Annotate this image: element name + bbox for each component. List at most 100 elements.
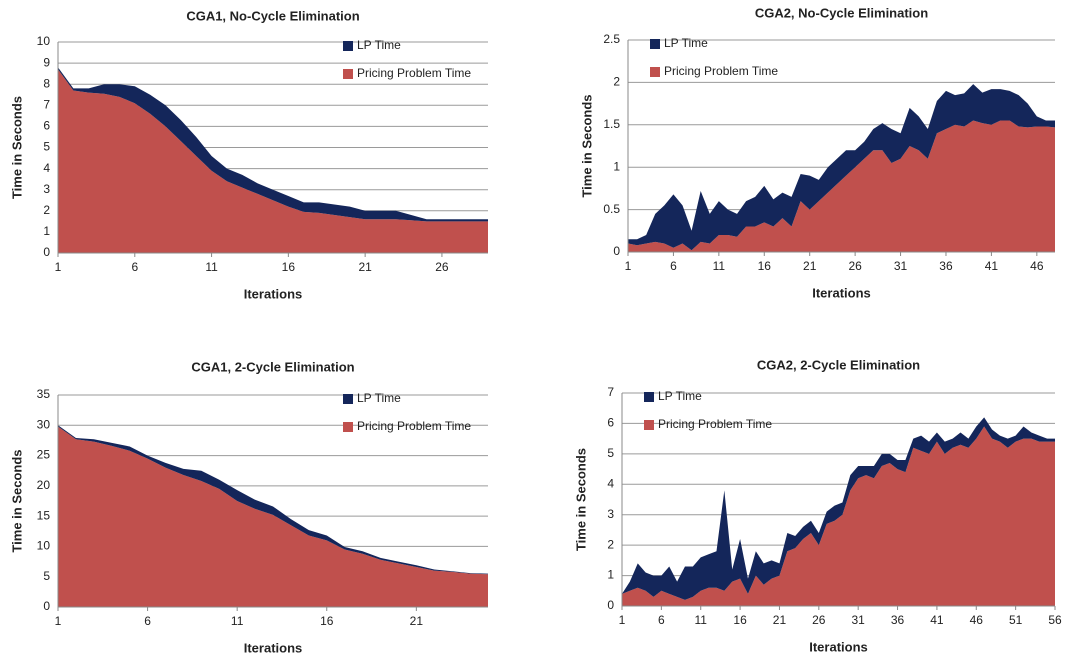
y-tick-label: 30 [37,417,51,431]
area [58,426,488,607]
legend-swatch [644,392,654,402]
area [58,69,488,254]
y-tick-label: 5 [43,140,50,154]
legend-label: LP Time [357,38,401,52]
x-tick-label: 11 [713,259,726,273]
y-tick-label: 5 [607,446,614,460]
y-axis-label: Time in Seconds [579,94,594,197]
x-tick-label: 16 [320,614,334,628]
y-tick-label: 3 [607,507,614,521]
x-tick-label: 26 [848,259,862,273]
x-tick-label: 26 [812,613,826,627]
x-tick-label: 21 [410,614,424,628]
legend-label: Pricing Problem Time [664,64,778,78]
y-tick-label: 5 [43,569,50,583]
y-tick-label: 7 [607,385,614,399]
y-tick-label: 7 [43,97,50,111]
y-tick-label: 0 [43,599,50,613]
x-tick-label: 21 [358,260,372,274]
x-tick-label: 21 [803,259,817,273]
area [58,67,488,222]
legend-swatch [343,394,353,404]
x-tick-label: 31 [894,259,908,273]
x-tick-label: 16 [733,613,747,627]
legend-label: LP Time [357,391,401,405]
x-tick-label: 31 [852,613,866,627]
x-tick-label: 11 [205,260,218,274]
legend-label: Pricing Problem Time [357,419,471,433]
x-axis-label: Iterations [244,286,303,301]
y-tick-label: 8 [43,76,50,90]
legend-swatch [343,41,353,51]
y-tick-label: 10 [37,34,51,48]
y-tick-label: 2 [43,203,50,217]
y-tick-label: 15 [37,508,51,522]
y-tick-label: 2 [607,537,614,551]
y-tick-label: 25 [37,448,51,462]
x-tick-label: 46 [970,613,984,627]
x-tick-label: 1 [619,613,626,627]
x-tick-label: 1 [55,614,62,628]
x-tick-label: 1 [55,260,62,274]
chart-title: CGA2, 2-Cycle Elimination [757,357,920,372]
y-tick-label: 4 [607,476,614,490]
area [622,426,1055,606]
legend-label: LP Time [658,389,702,403]
x-tick-label: 16 [758,259,772,273]
area [628,120,1055,252]
x-axis-label: Iterations [809,639,868,654]
y-tick-label: 2 [613,75,620,89]
x-tick-label: 21 [773,613,787,627]
legend-swatch [343,69,353,79]
x-tick-label: 11 [231,614,244,628]
x-tick-label: 6 [131,260,138,274]
x-tick-label: 56 [1048,613,1062,627]
y-tick-label: 6 [607,416,614,430]
y-tick-label: 1 [43,224,50,238]
x-tick-label: 1 [625,259,632,273]
x-tick-label: 36 [939,259,953,273]
x-tick-label: 6 [144,614,151,628]
y-tick-label: 35 [37,387,51,401]
legend-label: Pricing Problem Time [658,417,772,431]
legend-swatch [343,422,353,432]
x-tick-label: 11 [694,613,707,627]
area [622,417,1055,600]
y-tick-label: 6 [43,119,50,133]
y-axis-label: Time in Seconds [9,449,24,552]
y-tick-label: 1 [607,568,614,582]
legend-swatch [650,67,660,77]
y-tick-label: 1 [613,159,620,173]
area [628,84,1055,251]
y-axis-label: Time in Seconds [573,448,588,551]
y-tick-label: 0.5 [603,202,620,216]
x-axis-label: Iterations [244,640,303,655]
chart-title: CGA2, No-Cycle Elimination [755,5,928,20]
x-tick-label: 41 [930,613,944,627]
x-tick-label: 26 [435,260,449,274]
x-tick-label: 51 [1009,613,1023,627]
x-tick-label: 16 [282,260,296,274]
x-axis-label: Iterations [812,285,871,300]
y-axis-label: Time in Seconds [9,96,24,199]
y-tick-label: 0 [613,244,620,258]
y-tick-label: 4 [43,161,50,175]
y-tick-label: 20 [37,478,51,492]
x-tick-label: 6 [670,259,677,273]
y-tick-label: 10 [37,539,51,553]
chart-title: CGA1, No-Cycle Elimination [186,8,359,23]
y-tick-label: 9 [43,55,50,69]
chart-panel: CGA1, 2-Cycle Elimination 0 5 10 15 20 25 30 35 1… [9,359,488,655]
x-tick-label: 36 [891,613,905,627]
legend-swatch [650,39,660,49]
y-tick-label: 3 [43,182,50,196]
legend-label: Pricing Problem Time [357,66,471,80]
y-tick-label: 2.5 [603,32,620,46]
legend-label: LP Time [664,36,708,50]
chart-title: CGA1, 2-Cycle Elimination [191,359,354,374]
